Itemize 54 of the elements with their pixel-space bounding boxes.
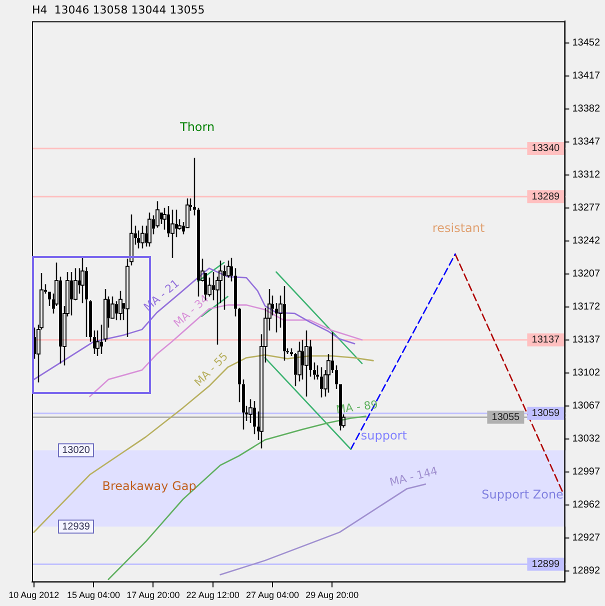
candlestick (148, 212, 152, 248)
annotation: Thorn (178, 120, 215, 134)
y-tick-label: 13452 (572, 38, 600, 49)
y-tick-label: 13067 (572, 400, 600, 412)
candlestick (313, 362, 316, 380)
annotation: 13020 (62, 444, 90, 456)
text: MA - 55 (192, 350, 231, 390)
ref-line-label: 13059 (532, 408, 560, 420)
annotation: Support Zone (482, 487, 564, 502)
y-tick-label: 13347 (572, 136, 600, 148)
candlestick (118, 290, 122, 321)
y-tick-label: 13312 (572, 170, 600, 181)
candlestick (193, 157, 196, 216)
y-tick-label: 12962 (572, 500, 600, 511)
x-tick-label: 29 Aug 20:00 (306, 590, 359, 600)
candlestick (234, 268, 237, 317)
candlestick (335, 364, 338, 390)
x-tick-label: 17 Aug 20:00 (126, 590, 180, 600)
candlestick (298, 341, 302, 382)
x-tick-label: 15 Aug 04:00 (66, 590, 120, 600)
text: MA - 144 (388, 464, 439, 489)
ref-line-label: 13289 (532, 191, 560, 202)
annotation: support (360, 428, 408, 442)
y-tick-label: 13382 (572, 104, 600, 115)
y-tick-label: 13032 (572, 434, 600, 445)
annotation: 12939 (62, 521, 90, 532)
candlestick (242, 378, 245, 430)
y-tick-label: 13172 (572, 302, 600, 313)
chart-title: H4 13046 13058 13044 13055 (32, 3, 205, 16)
y-tick-label: 13417 (572, 70, 600, 82)
y-tick-label: 12892 (572, 566, 600, 577)
y-tick-label: 12927 (572, 532, 600, 544)
candlestick (170, 209, 174, 258)
y-tick-label: 13102 (572, 368, 600, 379)
annotation: resistant (432, 220, 485, 235)
candlestick (93, 330, 96, 355)
candlestick (230, 257, 233, 282)
x-tick-label: 22 Aug 12:00 (186, 590, 240, 600)
ref-line-label: 13340 (532, 143, 560, 154)
ref-line-label: 12899 (532, 559, 560, 570)
candlestick (271, 294, 274, 316)
y-tick-label: 13207 (572, 268, 600, 280)
candlestick (140, 225, 144, 250)
candlestick (304, 330, 308, 398)
ref-line-label: 13137 (532, 334, 560, 346)
y-tick-label: 13242 (572, 236, 600, 247)
candlestick (238, 307, 241, 403)
ref-line-label: 13055 (492, 412, 520, 423)
annotation: Breakaway Gap (102, 478, 196, 493)
y-tick-label: 12997 (572, 466, 600, 478)
y-tick-label: 13277 (572, 202, 600, 214)
x-tick-label: 27 Aug 04:00 (246, 590, 300, 600)
y-tick-label: 13137 (572, 334, 600, 346)
x-tick-label: 10 Aug 2012 (8, 590, 60, 600)
